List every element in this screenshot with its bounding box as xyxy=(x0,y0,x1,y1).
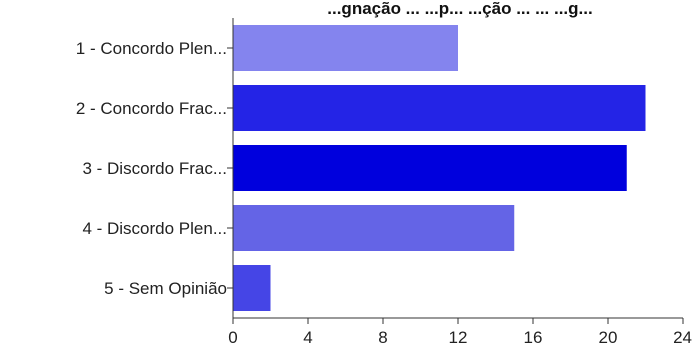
x-tick-label-24: 24 xyxy=(673,328,692,347)
category-label-4: 4 - Discordo Plen... xyxy=(82,219,227,238)
category-label-2: 2 - Concordo Frac... xyxy=(76,99,227,118)
bar-2 xyxy=(233,85,646,131)
bar-1 xyxy=(233,25,458,71)
x-tick-label-20: 20 xyxy=(599,328,618,347)
x-tick-label-8: 8 xyxy=(378,328,387,347)
x-tick-label-16: 16 xyxy=(524,328,543,347)
bar-3 xyxy=(233,145,627,191)
bars-group xyxy=(233,25,646,311)
category-labels: 1 - Concordo Plen... 2 - Concordo Frac...… xyxy=(76,39,233,298)
bar-5 xyxy=(233,265,271,311)
chart-title: ...gnação ... ...p... ...ção ... ... ...… xyxy=(327,0,592,18)
x-tick-label-0: 0 xyxy=(228,328,237,347)
x-axis: 0 4 8 12 16 20 24 xyxy=(228,18,692,347)
bar-4 xyxy=(233,205,515,251)
category-label-3: 3 - Discordo Frac... xyxy=(82,159,227,178)
x-tick-label-12: 12 xyxy=(449,328,468,347)
x-tick-label-4: 4 xyxy=(303,328,312,347)
category-label-5: 5 - Sem Opinião xyxy=(104,279,227,298)
category-label-1: 1 - Concordo Plen... xyxy=(76,39,227,58)
